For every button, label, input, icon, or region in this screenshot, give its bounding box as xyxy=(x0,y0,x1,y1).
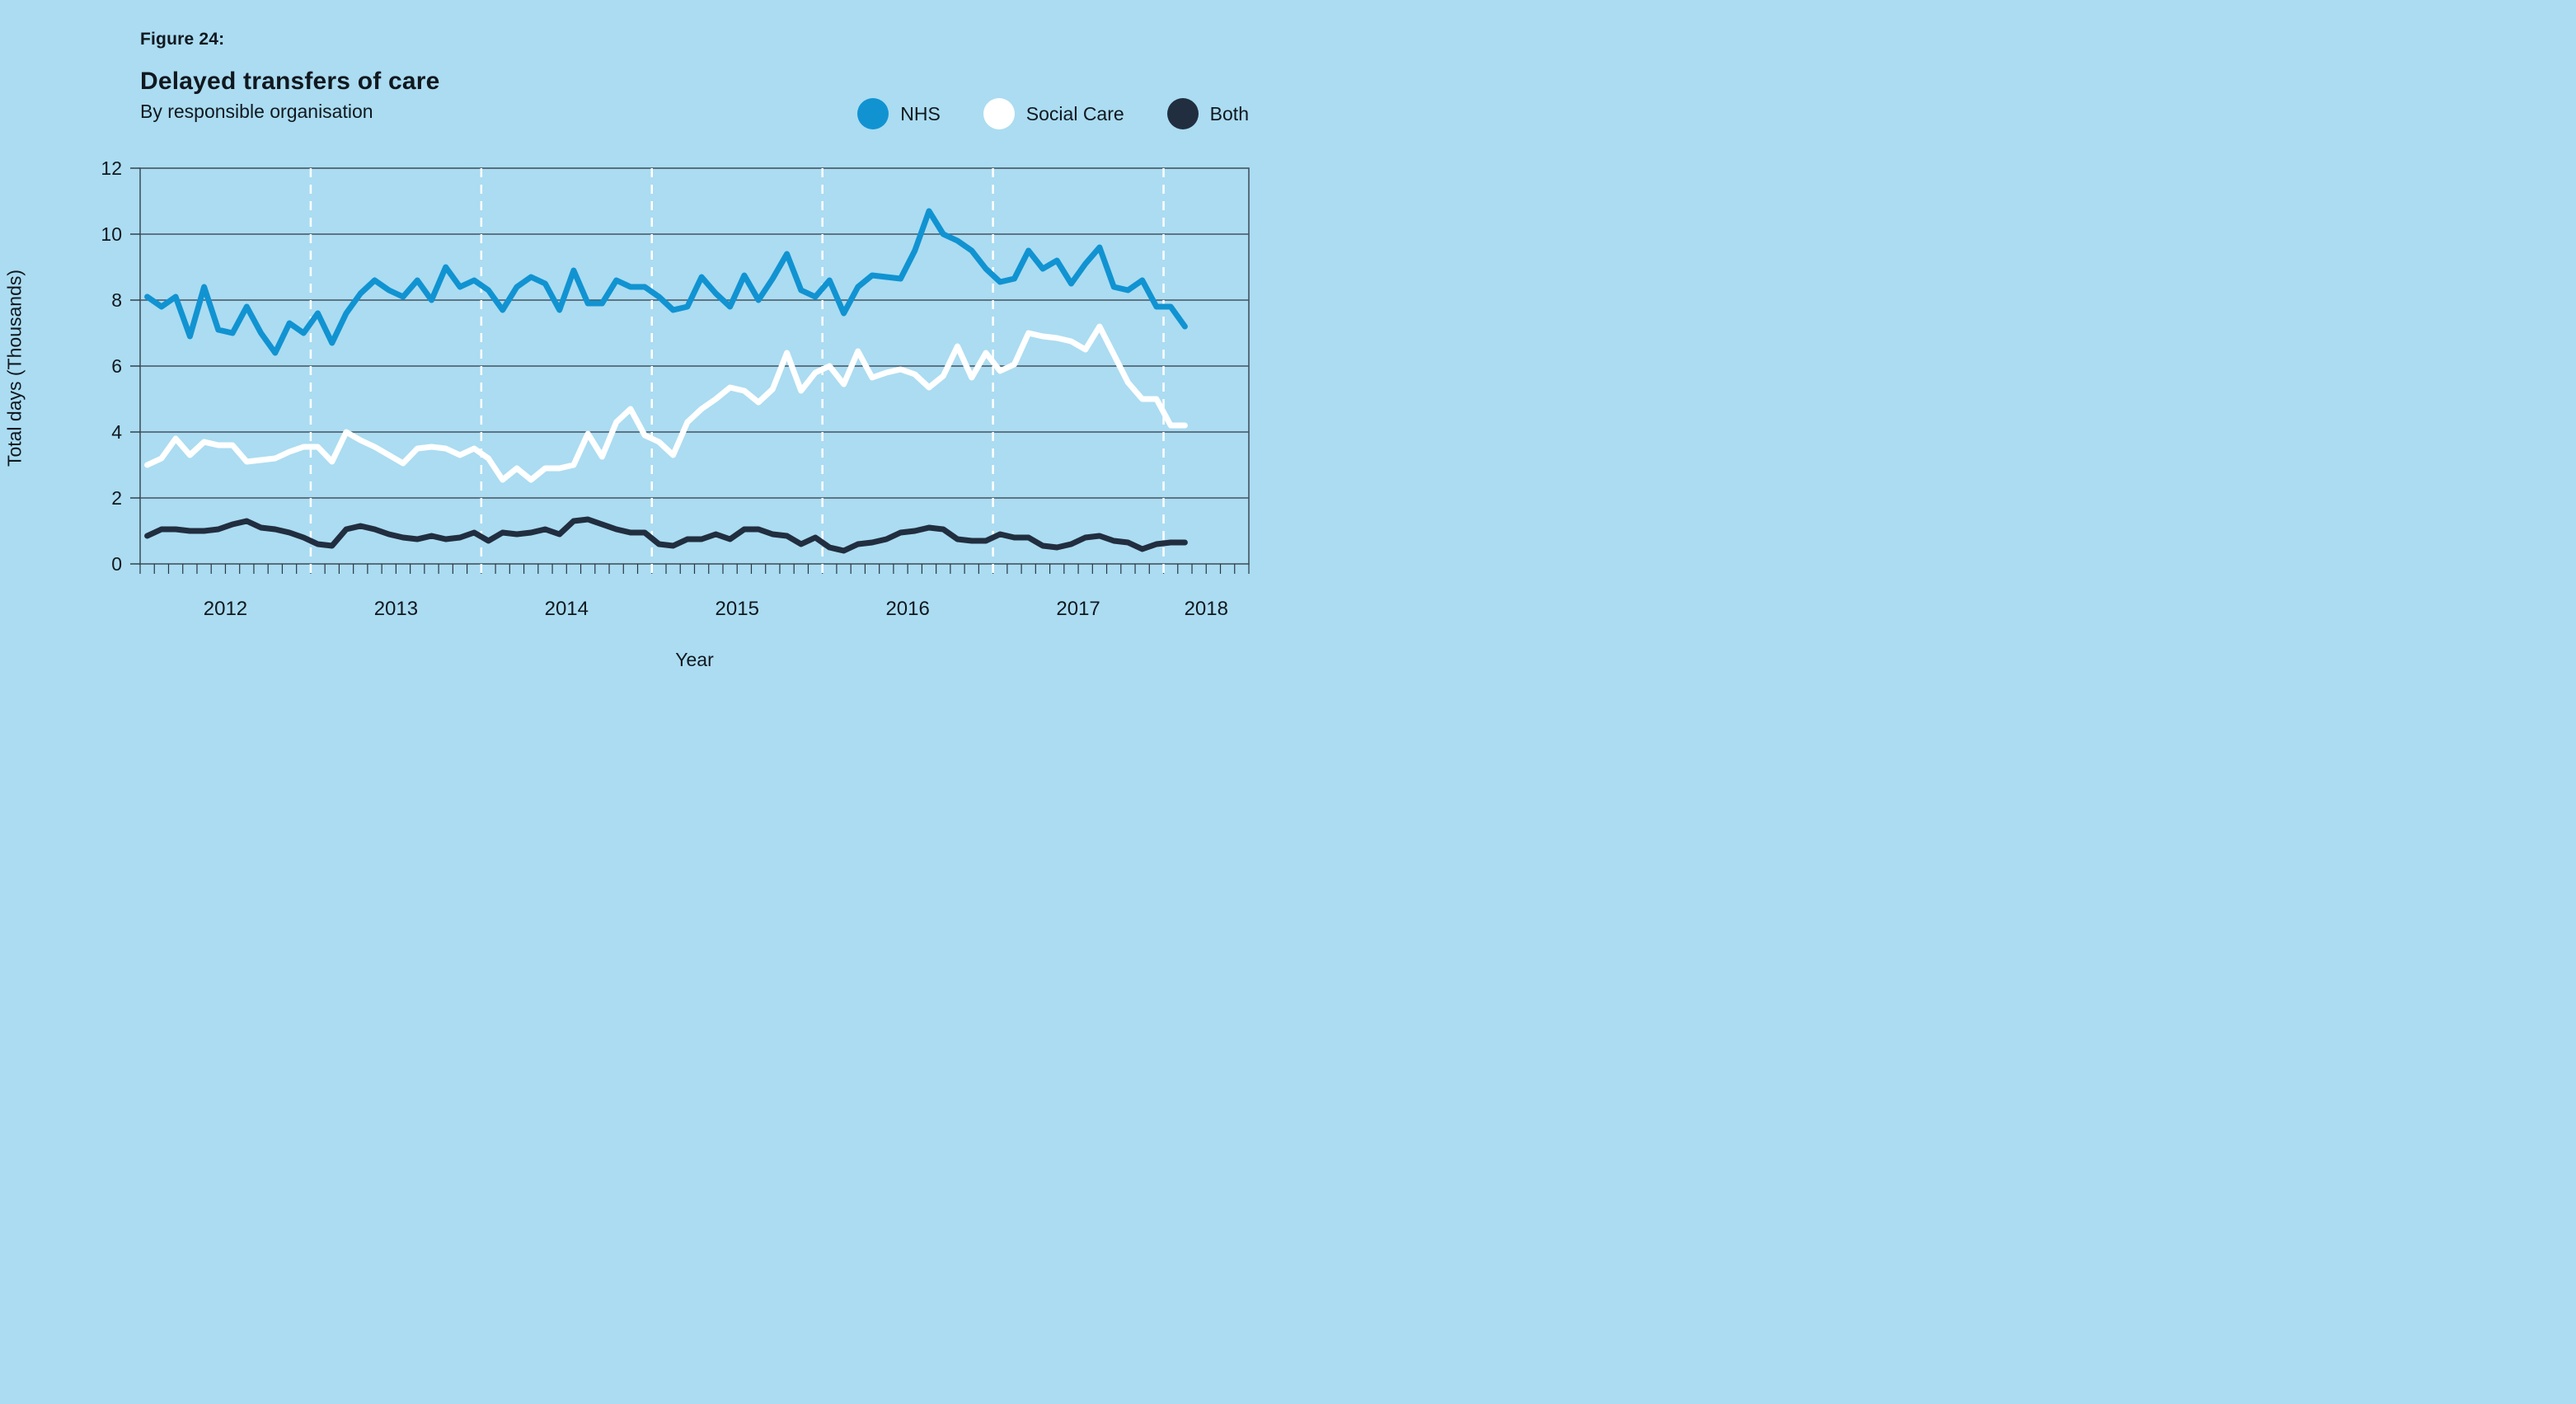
legend-label-social-care: Social Care xyxy=(1025,102,1124,124)
x-year-label-2014: 2014 xyxy=(545,598,589,620)
nhs-swatch-icon xyxy=(857,98,889,129)
x-year-label-2013: 2013 xyxy=(374,598,418,620)
social-care-line xyxy=(144,323,1188,483)
both-line xyxy=(144,516,1188,554)
x-year-label-2017: 2017 xyxy=(1056,598,1100,620)
legend-label-both: Both xyxy=(1209,102,1249,124)
y-tick-label-2: 2 xyxy=(111,487,122,509)
nhs-line xyxy=(144,208,1188,356)
legend-item-social-care: Social Care xyxy=(983,98,1124,129)
y-axis-title: Total days (Thousands) xyxy=(3,269,26,467)
legend-label-nhs: NHS xyxy=(900,102,941,124)
legend: NHS Social Care Both xyxy=(857,98,1249,129)
social-care-swatch-icon xyxy=(983,98,1015,129)
x-year-label-2018: 2018 xyxy=(1185,598,1228,620)
y-tick-label-6: 6 xyxy=(111,355,122,377)
x-year-label-2016: 2016 xyxy=(885,598,929,620)
figure-canvas: Figure 24: Delayed transfers of care By … xyxy=(0,0,1288,702)
y-tick-label-12: 12 xyxy=(101,157,122,179)
figure-label: Figure 24: xyxy=(140,30,225,49)
y-tick-label-0: 0 xyxy=(111,553,122,575)
y-tick-label-10: 10 xyxy=(101,223,122,245)
chart-subtitle: By responsible organisation xyxy=(140,101,373,122)
y-tick-label-4: 4 xyxy=(111,421,122,443)
title-block: Figure 24: Delayed transfers of care By … xyxy=(140,30,440,123)
y-tick-label-8: 8 xyxy=(111,289,122,311)
x-year-label-2015: 2015 xyxy=(716,598,759,620)
chart-title: Delayed transfers of care xyxy=(140,68,440,95)
legend-item-both: Both xyxy=(1166,98,1249,129)
both-swatch-icon xyxy=(1166,98,1199,129)
dtoc-line-chart: 0 2 4 6 8 10 12 2012 2013 2014 2015 2016 2017 2018 xyxy=(101,157,1250,620)
legend-item-nhs: NHS xyxy=(857,98,941,129)
x-axis-title: Year xyxy=(675,649,714,670)
x-year-label-2012: 2012 xyxy=(204,598,247,620)
